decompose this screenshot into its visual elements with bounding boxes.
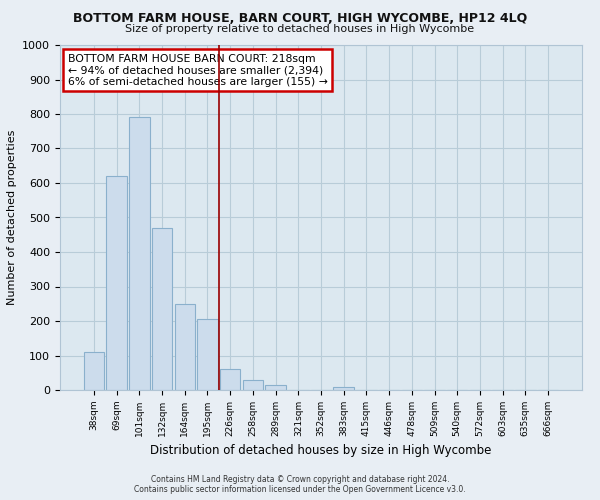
- Bar: [84, 352, 104, 390]
- Bar: [242, 380, 263, 390]
- Bar: [197, 320, 218, 390]
- Bar: [334, 386, 354, 390]
- Text: BOTTOM FARM HOUSE BARN COURT: 218sqm
← 94% of detached houses are smaller (2,394: BOTTOM FARM HOUSE BARN COURT: 218sqm ← 9…: [68, 54, 328, 87]
- Bar: [152, 228, 172, 390]
- Bar: [106, 176, 127, 390]
- Bar: [265, 385, 286, 390]
- Bar: [129, 118, 149, 390]
- Text: BOTTOM FARM HOUSE, BARN COURT, HIGH WYCOMBE, HP12 4LQ: BOTTOM FARM HOUSE, BARN COURT, HIGH WYCO…: [73, 12, 527, 26]
- Text: Size of property relative to detached houses in High Wycombe: Size of property relative to detached ho…: [125, 24, 475, 34]
- Bar: [175, 304, 195, 390]
- Text: Contains HM Land Registry data © Crown copyright and database right 2024.
Contai: Contains HM Land Registry data © Crown c…: [134, 474, 466, 494]
- Y-axis label: Number of detached properties: Number of detached properties: [7, 130, 17, 305]
- X-axis label: Distribution of detached houses by size in High Wycombe: Distribution of detached houses by size …: [151, 444, 491, 458]
- Bar: [220, 370, 241, 390]
